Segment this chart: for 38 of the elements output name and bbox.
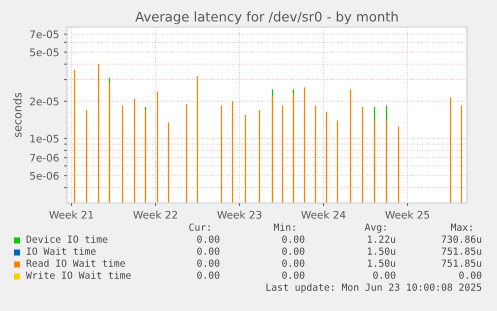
text: 751.85u	[442, 259, 482, 267]
x-tick-label: Week 22	[133, 210, 178, 219]
y-axis-title: seconds	[13, 92, 22, 138]
y-tick-label: 5e-05	[30, 48, 58, 56]
legend-label: Device IO time	[26, 235, 108, 243]
text: 751.85u	[442, 247, 482, 255]
text: 0.00	[197, 271, 220, 279]
y-tick-label: 5e-06	[30, 172, 59, 180]
text: 0.00	[197, 235, 220, 243]
text: 0.00	[282, 247, 304, 255]
legend-label: Write IO Wait time	[26, 271, 131, 279]
legend-label: Read IO Wait time	[26, 259, 125, 267]
text: Max:	[450, 224, 472, 231]
legend-label: IO Wait time	[26, 247, 96, 255]
y-tick-label: 2e-05	[30, 98, 58, 106]
text: 1.50u	[368, 247, 396, 255]
text: 0.00	[282, 259, 304, 267]
text: 0.00	[282, 235, 304, 243]
y-tick-label: 7e-05	[30, 30, 58, 38]
chart-title: Average latency for /dev/sr0 - by month	[135, 11, 398, 24]
text: 0.00	[197, 247, 220, 255]
x-tick-label: Week 21	[49, 210, 94, 219]
text: 1.50u	[368, 259, 396, 267]
y-tick-label: 1e-05	[30, 134, 58, 143]
text: 0.00	[373, 271, 396, 279]
text: 0.00	[459, 271, 482, 279]
x-tick-label: Week 23	[217, 210, 262, 219]
text: Min:	[274, 223, 295, 231]
text: Last update: Mon Jun 23 10:00:08 2025	[266, 283, 482, 293]
text: 730.86u	[442, 235, 482, 243]
text: 0.00	[197, 259, 220, 267]
x-tick-label: Week 24	[301, 210, 346, 219]
text: 1.22u	[368, 235, 396, 243]
text: 0.00	[282, 271, 304, 279]
text: Cur:	[189, 223, 210, 231]
x-tick-label: Week 25	[385, 210, 430, 219]
y-tick-label: 7e-06	[30, 154, 59, 162]
text: Avg:	[364, 224, 386, 233]
